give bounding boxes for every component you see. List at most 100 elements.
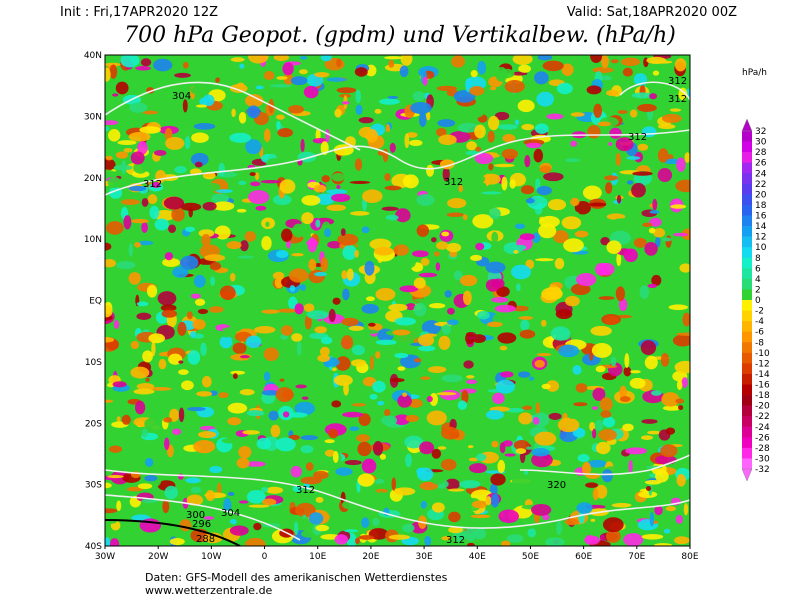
field-patch bbox=[441, 231, 450, 237]
field-patch bbox=[357, 441, 372, 457]
field-patch bbox=[244, 537, 266, 546]
field-patch bbox=[161, 309, 178, 318]
field-patch bbox=[107, 177, 122, 189]
field-patch bbox=[436, 392, 457, 396]
colorbar-segment bbox=[742, 416, 752, 428]
field-patch bbox=[570, 197, 580, 207]
field-patch bbox=[361, 303, 379, 314]
field-patch bbox=[623, 248, 638, 263]
field-patch bbox=[153, 149, 167, 156]
field-patch bbox=[682, 312, 690, 327]
field-patch bbox=[681, 377, 688, 389]
field-patch bbox=[598, 429, 617, 441]
field-patch bbox=[413, 212, 419, 217]
field-patch bbox=[236, 208, 247, 213]
field-patch bbox=[192, 319, 206, 330]
field-patch bbox=[198, 431, 217, 439]
field-patch bbox=[562, 210, 580, 217]
field-patch bbox=[541, 319, 547, 327]
field-patch bbox=[485, 409, 504, 420]
field-patch bbox=[368, 322, 376, 327]
field-patch bbox=[573, 402, 588, 407]
field-patch bbox=[270, 424, 281, 438]
field-patch bbox=[665, 506, 676, 512]
field-patch bbox=[431, 237, 437, 243]
field-patch bbox=[301, 212, 314, 225]
colorbar-label: -24 bbox=[755, 423, 770, 433]
field-patch bbox=[198, 229, 215, 238]
field-patch bbox=[106, 221, 124, 235]
colorbar-segment bbox=[742, 458, 752, 470]
field-patch bbox=[481, 191, 502, 195]
field-patch bbox=[116, 416, 121, 423]
field-patch bbox=[470, 70, 478, 78]
field-patch bbox=[164, 252, 173, 261]
contour-line bbox=[519, 454, 690, 476]
field-patch bbox=[541, 473, 555, 478]
field-patch bbox=[277, 308, 298, 313]
field-patch bbox=[462, 290, 472, 306]
field-patch bbox=[356, 434, 370, 443]
field-patch bbox=[304, 314, 312, 330]
field-patch bbox=[584, 498, 592, 503]
field-patch bbox=[242, 430, 260, 435]
field-patch bbox=[209, 306, 224, 313]
field-patch bbox=[546, 113, 564, 120]
field-patch bbox=[647, 430, 661, 435]
field-patch bbox=[341, 101, 350, 105]
colorbar-label: 14 bbox=[755, 222, 767, 232]
field-patch bbox=[461, 389, 469, 404]
field-patch bbox=[149, 205, 160, 220]
field-patch bbox=[536, 185, 552, 196]
field-patch bbox=[275, 437, 296, 452]
field-patch bbox=[373, 246, 394, 256]
field-patch bbox=[334, 534, 348, 545]
field-patch bbox=[326, 204, 346, 212]
field-patch bbox=[527, 528, 537, 538]
field-patch bbox=[219, 285, 236, 301]
field-patch bbox=[491, 440, 499, 448]
field-patch bbox=[485, 496, 492, 506]
field-patch bbox=[188, 207, 193, 218]
field-patch bbox=[172, 266, 189, 278]
field-patch bbox=[320, 257, 328, 272]
field-patch bbox=[301, 396, 309, 400]
field-patch bbox=[200, 342, 207, 357]
field-patch bbox=[292, 223, 305, 238]
field-patch bbox=[335, 467, 353, 476]
field-patch bbox=[658, 123, 676, 130]
field-patch bbox=[154, 218, 169, 231]
field-patch bbox=[394, 352, 409, 359]
contour-label: 312 bbox=[628, 132, 647, 143]
field-patch bbox=[121, 414, 131, 425]
field-patch bbox=[637, 143, 649, 151]
colorbar-label: -26 bbox=[755, 433, 770, 443]
field-patch bbox=[600, 75, 612, 81]
field-patch bbox=[301, 195, 321, 206]
field-patch bbox=[557, 417, 580, 433]
field-patch bbox=[570, 283, 591, 296]
field-patch bbox=[640, 435, 653, 440]
field-patch bbox=[272, 271, 285, 280]
field-patch bbox=[592, 487, 599, 501]
field-patch bbox=[489, 207, 501, 220]
field-patch bbox=[632, 171, 653, 176]
field-patch bbox=[447, 319, 459, 326]
field-patch bbox=[570, 140, 578, 147]
field-patch bbox=[399, 65, 409, 78]
field-patch bbox=[193, 439, 216, 454]
lat-label: 20N bbox=[84, 174, 102, 184]
colorbar-segment bbox=[742, 405, 752, 417]
field-patch bbox=[354, 249, 359, 258]
contour-label: 312 bbox=[444, 177, 463, 188]
field-patch bbox=[497, 332, 517, 344]
field-patch bbox=[317, 354, 330, 363]
colorbar-segment bbox=[742, 247, 752, 259]
field-patch bbox=[262, 498, 277, 506]
colorbar-segment bbox=[742, 226, 752, 237]
field-patch bbox=[466, 375, 475, 379]
field-patch bbox=[382, 131, 394, 141]
field-patch bbox=[662, 237, 672, 242]
field-patch bbox=[674, 360, 690, 374]
field-patch bbox=[365, 296, 375, 302]
